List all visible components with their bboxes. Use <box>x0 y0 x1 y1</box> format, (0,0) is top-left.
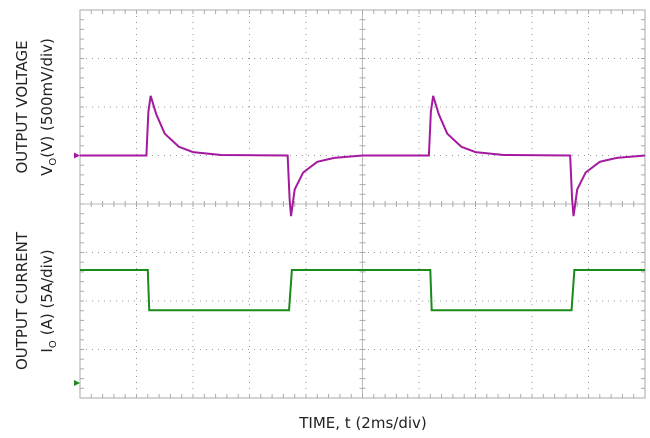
trace <box>80 268 645 312</box>
y-axis-label: OUTPUT VOLTAGE <box>13 40 31 173</box>
label-subscript: O <box>48 340 59 348</box>
y-axis-label: IO (A) (5A/div) <box>38 249 59 352</box>
ground-marker <box>74 379 80 386</box>
y-axis-label: VO(V) (500mV/div) <box>38 38 59 176</box>
trace <box>80 95 646 217</box>
x-axis-label: TIME, t (2ms/div) <box>298 414 427 432</box>
label-unit: (V) (500mV/div) <box>38 38 56 158</box>
label-unit: (A) (5A/div) <box>38 249 56 335</box>
label-subscript: O <box>48 158 59 166</box>
label-symbol: V <box>38 165 56 176</box>
y-axis-label: OUTPUT CURRENT <box>13 231 31 370</box>
label-symbol: I <box>38 348 56 352</box>
ground-marker <box>74 152 80 159</box>
